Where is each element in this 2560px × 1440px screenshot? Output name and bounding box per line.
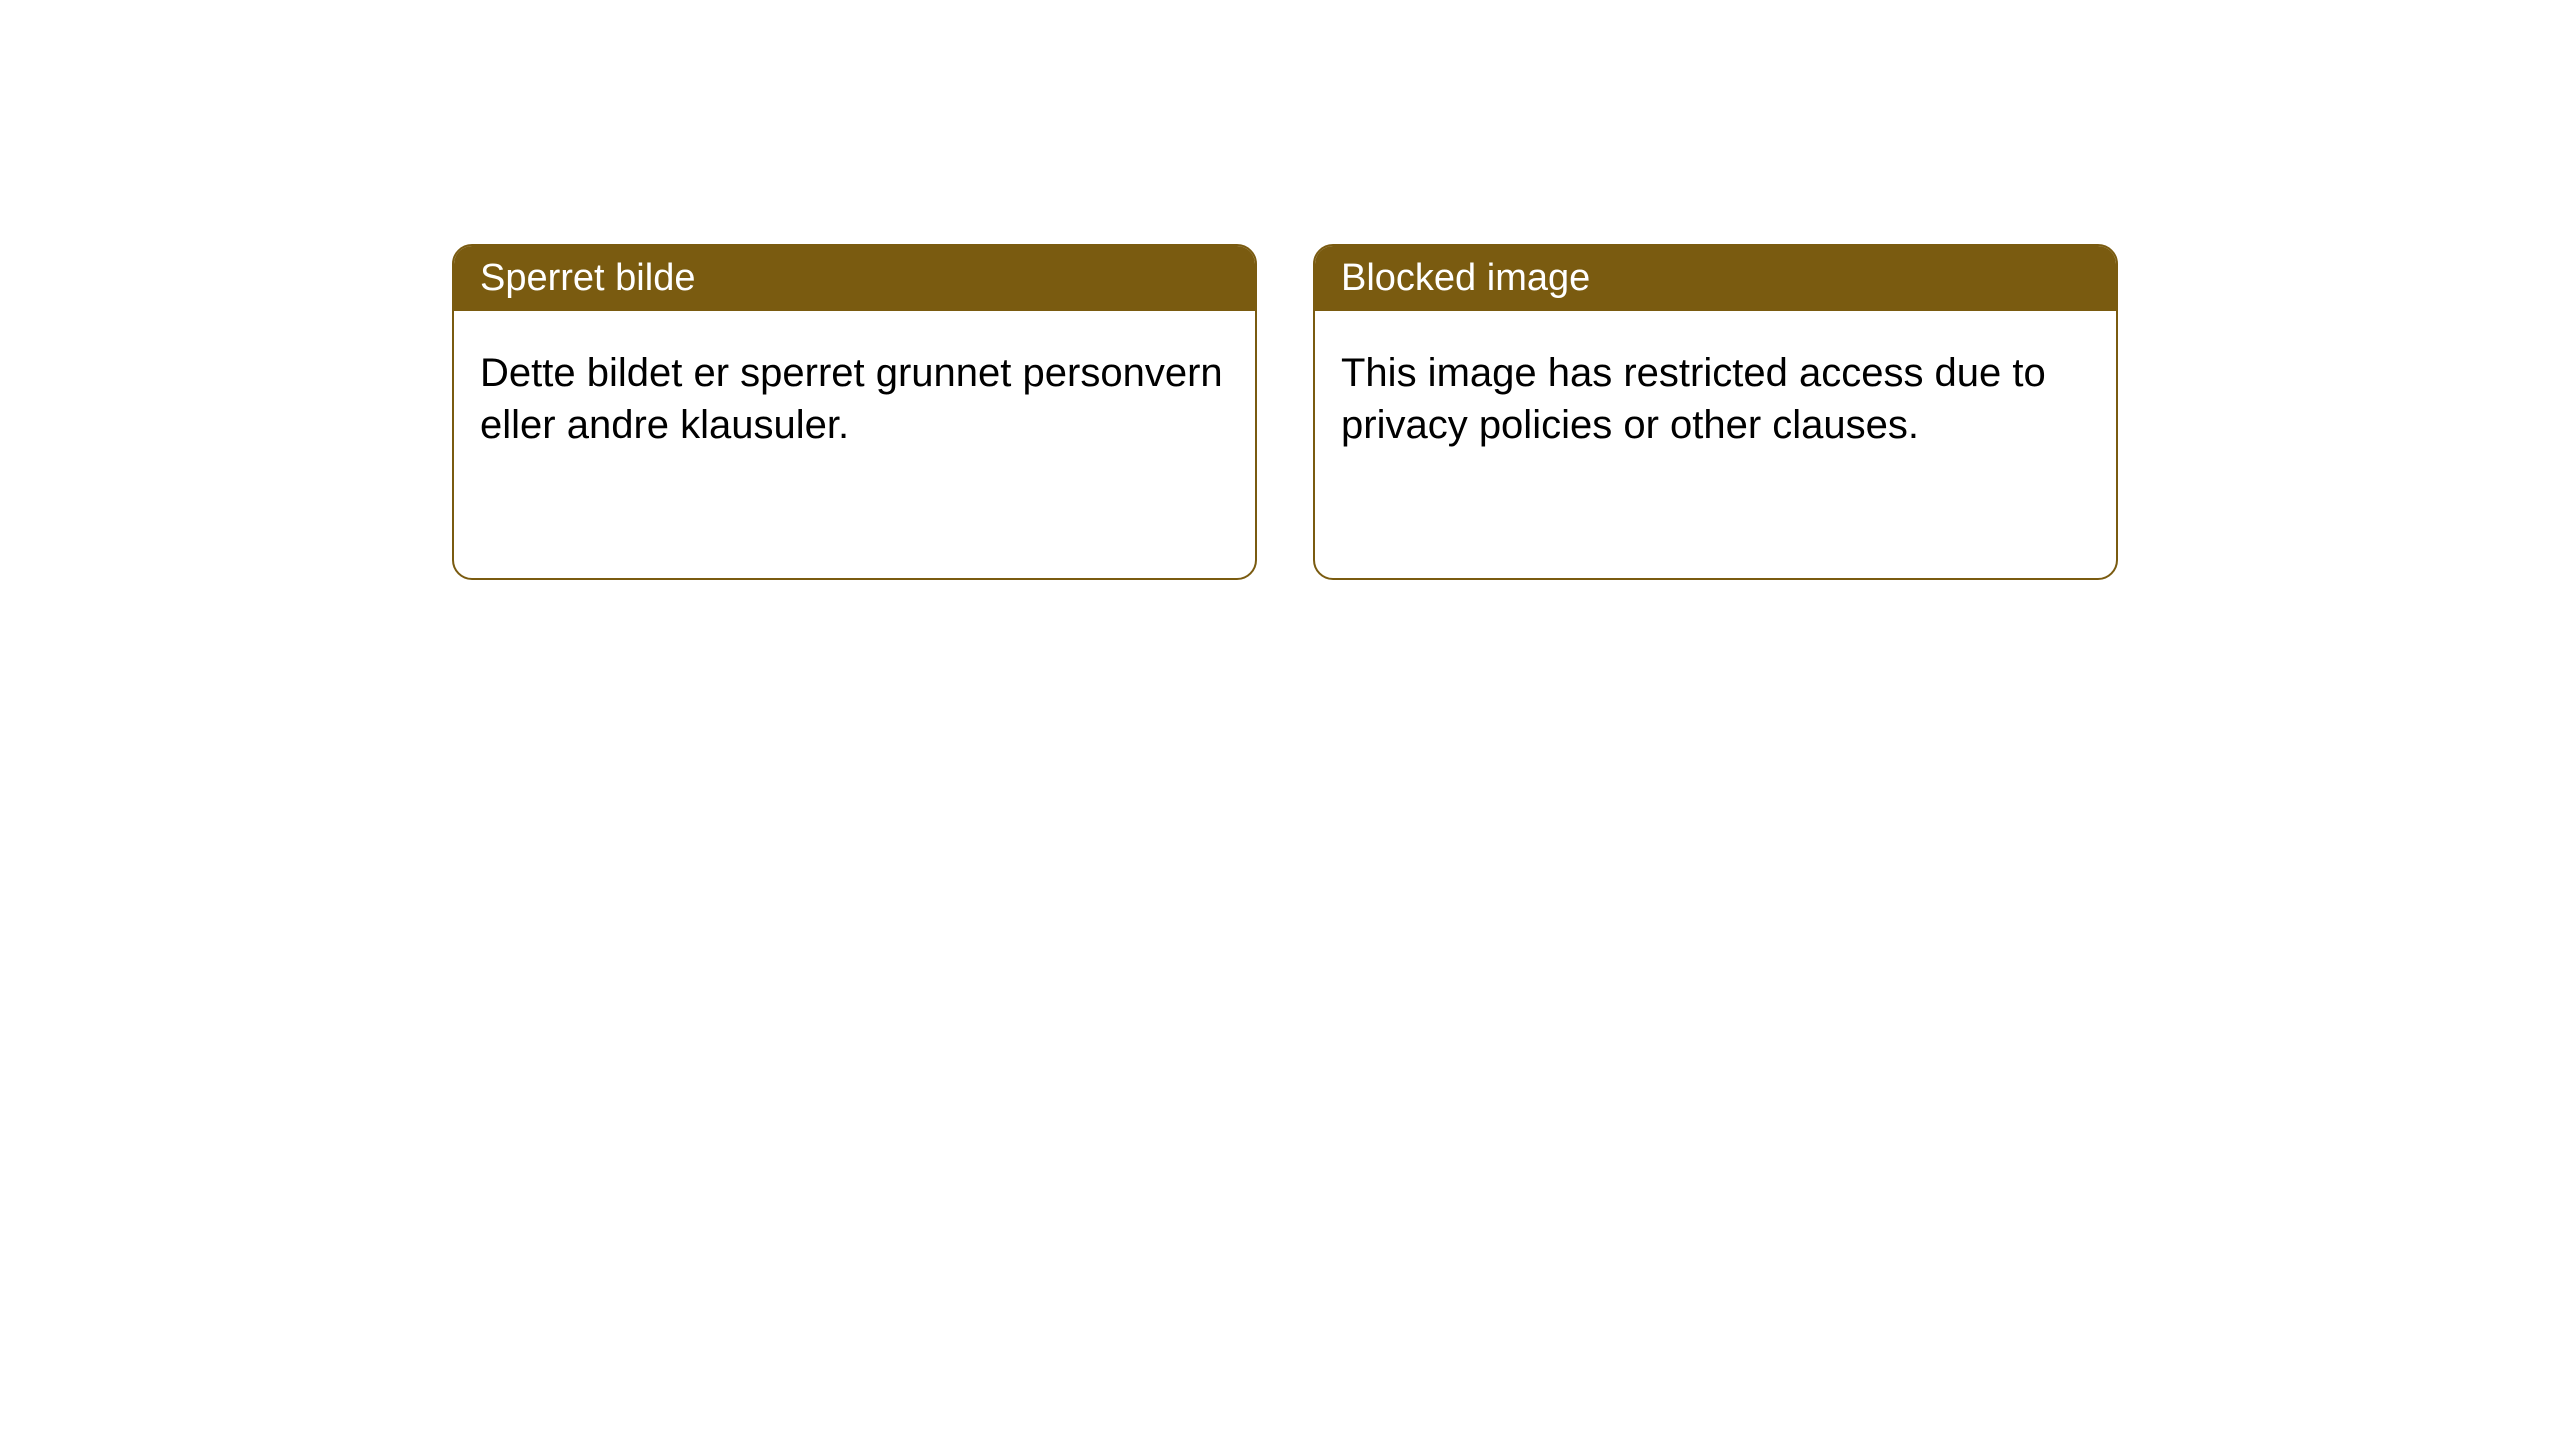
blocked-image-card-english: Blocked image This image has restricted … xyxy=(1313,244,2118,580)
card-body-norwegian: Dette bildet er sperret grunnet personve… xyxy=(454,311,1255,487)
cards-container: Sperret bilde Dette bildet er sperret gr… xyxy=(0,0,2560,580)
blocked-image-card-norwegian: Sperret bilde Dette bildet er sperret gr… xyxy=(452,244,1257,580)
card-header-norwegian: Sperret bilde xyxy=(454,246,1255,311)
card-header-english: Blocked image xyxy=(1315,246,2116,311)
card-body-english: This image has restricted access due to … xyxy=(1315,311,2116,487)
